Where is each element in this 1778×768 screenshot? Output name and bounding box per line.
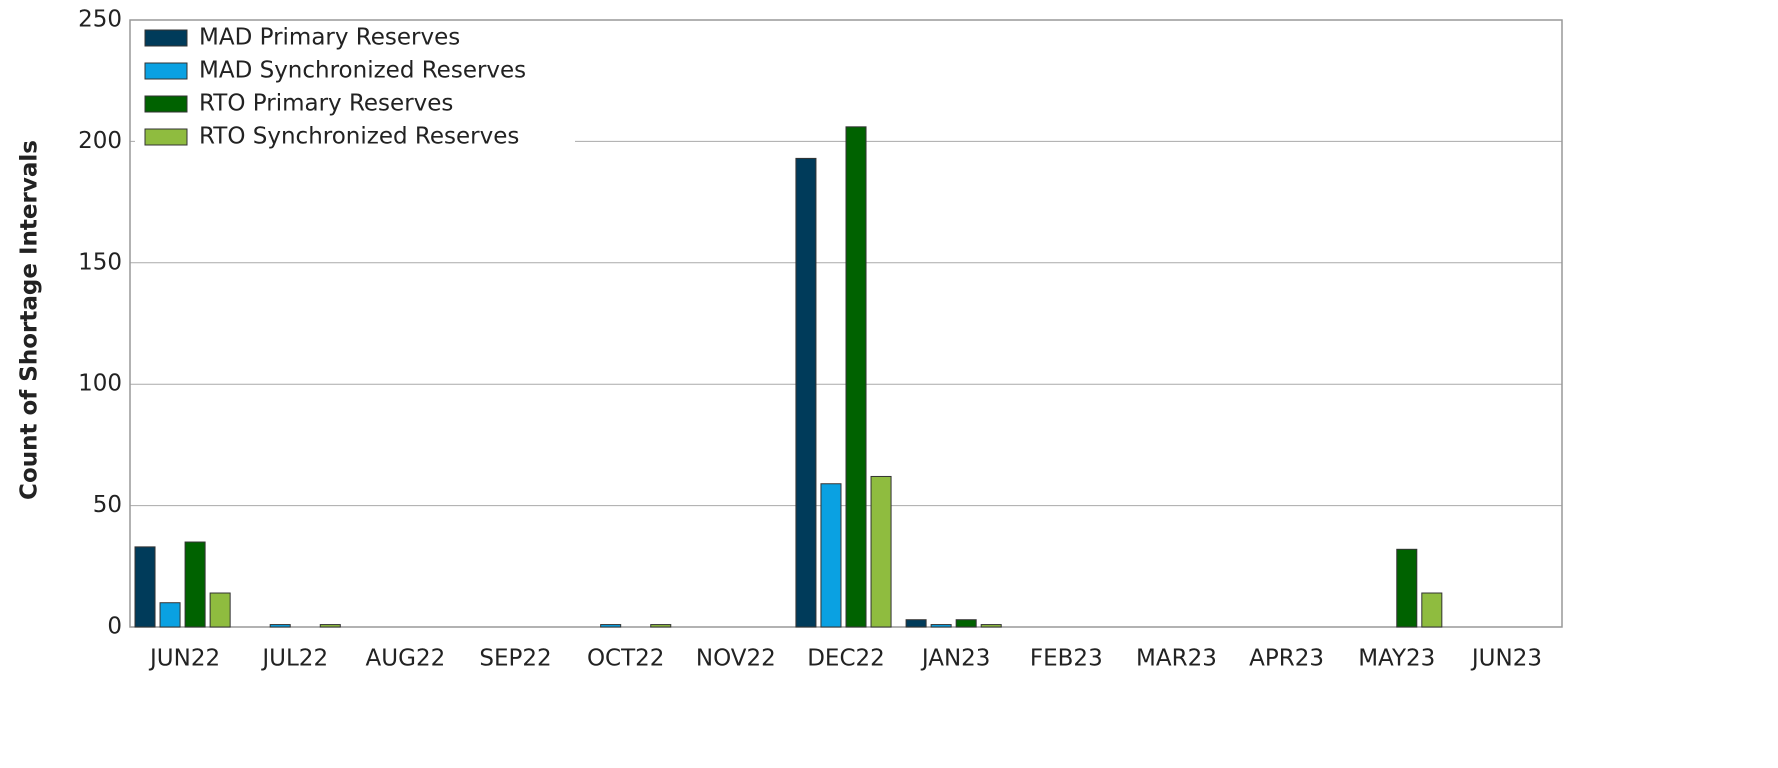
bar	[820, 483, 842, 628]
y-tick-label: 50	[93, 492, 122, 518]
bar	[845, 126, 867, 628]
x-tick-label: SEP22	[479, 646, 551, 672]
bar	[1421, 592, 1443, 628]
bar	[930, 624, 952, 628]
legend-label: MAD Primary Reserves	[199, 25, 460, 51]
bar	[600, 624, 622, 628]
legend-box	[135, 24, 575, 162]
bar	[955, 619, 977, 628]
x-tick-label: JAN23	[920, 646, 991, 672]
y-tick-label: 150	[78, 249, 122, 275]
x-tick-label: DEC22	[807, 646, 885, 672]
y-axis-label: Count of Shortage Intervals	[17, 140, 43, 500]
bar	[159, 602, 181, 628]
bar	[980, 624, 1002, 628]
x-tick-label: APR23	[1249, 646, 1324, 672]
y-tick-label: 250	[78, 7, 122, 33]
x-tick-label: OCT22	[587, 646, 664, 672]
bar	[134, 546, 156, 628]
x-tick-label: FEB23	[1030, 646, 1103, 672]
x-tick-label: AUG22	[366, 646, 446, 672]
legend-swatch	[144, 128, 188, 146]
x-tick-label: MAY23	[1358, 646, 1435, 672]
y-tick-label: 200	[78, 128, 122, 154]
bar	[650, 624, 672, 628]
bar	[209, 592, 231, 628]
bar	[1396, 548, 1418, 628]
bar	[870, 475, 892, 628]
x-tick-label: JUN23	[1470, 646, 1542, 672]
legend-label: RTO Synchronized Reserves	[199, 124, 519, 150]
bar	[905, 619, 927, 628]
x-tick-label: JUN22	[148, 646, 220, 672]
legend-swatch	[144, 29, 188, 47]
legend-label: RTO Primary Reserves	[199, 91, 453, 117]
legend-swatch	[144, 62, 188, 80]
legend-swatch	[144, 95, 188, 113]
x-tick-label: NOV22	[696, 646, 776, 672]
legend-label: MAD Synchronized Reserves	[199, 58, 526, 84]
y-tick-label: 100	[78, 371, 122, 397]
bar	[184, 541, 206, 628]
x-tick-label: MAR23	[1136, 646, 1217, 672]
bar	[319, 624, 341, 628]
y-tick-label: 0	[107, 614, 122, 640]
x-tick-label: JUL22	[260, 646, 328, 672]
bar	[269, 624, 291, 628]
bar	[795, 157, 817, 628]
